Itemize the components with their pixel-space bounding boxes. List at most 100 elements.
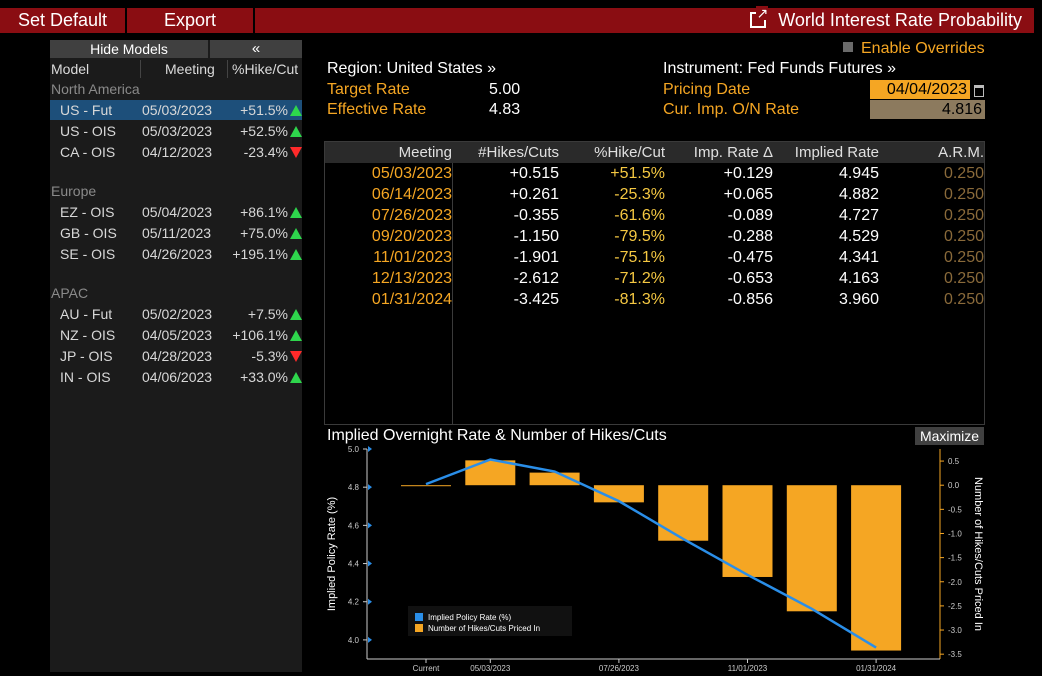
model-row[interactable]: IN - OIS 04/06/2023 +33.0% <box>50 367 302 387</box>
cell-imp-rate-delta: -0.089 <box>727 207 773 224</box>
model-pct: +52.5% <box>240 123 288 139</box>
maximize-button[interactable]: Maximize <box>915 427 984 445</box>
cell-implied-rate: 4.727 <box>838 207 879 224</box>
model-meeting: 05/03/2023 <box>142 102 213 118</box>
th-imp-rate-delta[interactable]: Imp. Rate Δ <box>693 144 773 161</box>
cell-imp-rate-delta: -0.653 <box>727 270 773 287</box>
enable-overrides-toggle[interactable]: Enable Overrides <box>843 40 985 58</box>
chart-y-tick-label: 4.4 <box>348 560 360 569</box>
rate-hikes-chart: 5.0 4.8 4.6 4.4 4.2 4.0 0.5 0.0 -0.5 -1.0 -1.5 -2.0… <box>318 446 994 676</box>
model-meeting: 05/02/2023 <box>142 306 213 322</box>
cell-meeting[interactable]: 07/26/2023 <box>371 207 452 224</box>
top-bar: Set Default Export World Interest Rate P… <box>0 0 1042 33</box>
chart-y-tick-label: 4.0 <box>348 636 360 645</box>
chart-bar <box>529 472 580 486</box>
table-row[interactable]: 11/01/2023 -1.901 -75.1% -0.475 4.341 0.250 <box>325 247 984 268</box>
model-pct: +51.5% <box>240 102 288 118</box>
cell-arm: 0.250 <box>943 291 984 308</box>
model-meeting: 04/06/2023 <box>142 369 213 385</box>
model-row[interactable]: US - OIS 05/03/2023 +52.5% <box>50 121 302 141</box>
model-row[interactable]: JP - OIS 04/28/2023 -5.3% <box>50 346 302 366</box>
model-row[interactable]: US - Fut 05/03/2023 +51.5% <box>50 100 302 120</box>
cell-implied-rate: 4.882 <box>838 186 879 203</box>
chart-bar <box>786 485 837 612</box>
chart-x-tick-label: 01/31/2024 <box>856 664 897 673</box>
table-row[interactable]: 09/20/2023 -1.150 -79.5% -0.288 4.529 0.250 <box>325 226 984 247</box>
triangle-up-icon <box>290 126 302 137</box>
chart-y-tick-label: 4.8 <box>348 483 360 492</box>
legend-label-line: Implied Policy Rate (%) <box>428 613 511 622</box>
calendar-icon[interactable] <box>971 80 985 99</box>
column-header-pct[interactable]: %Hike/Cut <box>232 61 299 77</box>
cell-implied-rate: 4.341 <box>838 249 879 266</box>
model-name: EZ - OIS <box>60 204 115 220</box>
cell-imp-rate-delta: -0.288 <box>727 228 773 245</box>
cell-meeting[interactable]: 01/31/2024 <box>371 291 452 308</box>
cell-meeting[interactable]: 12/13/2023 <box>371 270 452 287</box>
model-row[interactable]: EZ - OIS 05/04/2023 +86.1% <box>50 202 302 222</box>
table-row[interactable]: 07/26/2023 -0.355 -61.6% -0.089 4.727 0.250 <box>325 205 984 226</box>
model-meeting: 04/28/2023 <box>142 348 213 364</box>
chart-line <box>425 458 877 649</box>
chart-y2-tick-label: -3.0 <box>948 626 962 635</box>
cell-hikes-cuts: -1.901 <box>513 249 559 266</box>
chart-y-tick-label: 4.6 <box>348 521 360 530</box>
region-selector[interactable]: Region: United States » <box>327 60 496 77</box>
cell-hikes-cuts: -3.425 <box>513 291 559 308</box>
legend-label-bar: Number of Hikes/Cuts Priced In <box>428 624 540 633</box>
column-header-model[interactable]: Model <box>51 61 90 77</box>
table-row[interactable]: 01/31/2024 -3.425 -81.3% -0.856 3.960 0.250 <box>325 289 984 310</box>
triangle-up-icon <box>290 249 302 260</box>
chart-y-tick-marker <box>368 446 372 452</box>
model-pct: -23.4% <box>243 144 288 160</box>
model-name: IN - OIS <box>60 369 111 385</box>
set-default-button[interactable]: Set Default <box>0 8 125 33</box>
cell-hikes-cuts: +0.515 <box>509 165 559 182</box>
cell-implied-rate: 4.529 <box>838 228 879 245</box>
pricing-date-input[interactable] <box>870 80 970 99</box>
model-row[interactable]: NZ - OIS 04/05/2023 +106.1% <box>50 325 302 345</box>
instrument-selector[interactable]: Instrument: Fed Funds Futures » <box>663 60 896 77</box>
chart-bar <box>465 460 516 486</box>
th-implied-rate[interactable]: Implied Rate <box>794 144 879 161</box>
cell-implied-rate: 3.960 <box>838 291 879 308</box>
model-row[interactable]: CA - OIS 04/12/2023 -23.4% <box>50 142 302 162</box>
th-meeting[interactable]: Meeting <box>398 144 452 161</box>
chart-y-tick-marker <box>368 522 372 529</box>
chart-y2-tick-label: -0.5 <box>948 505 962 514</box>
chart-legend <box>408 606 572 636</box>
th-hikes-cuts[interactable]: #Hikes/Cuts <box>478 144 559 161</box>
model-row[interactable]: AU - Fut 05/02/2023 +7.5% <box>50 304 302 324</box>
export-button[interactable]: Export <box>127 8 253 33</box>
model-row[interactable]: SE - OIS 04/26/2023 +195.1% <box>50 244 302 264</box>
table-row[interactable]: 05/03/2023 +0.515 +51.5% +0.129 4.945 0.250 <box>325 163 984 184</box>
cell-meeting[interactable]: 06/14/2023 <box>371 186 452 203</box>
th-arm[interactable]: A.R.M. <box>938 144 984 161</box>
region-label: Europe <box>51 183 97 199</box>
table-row[interactable]: 12/13/2023 -2.612 -71.2% -0.653 4.163 0.250 <box>325 268 984 289</box>
checkbox-icon[interactable] <box>843 42 853 52</box>
column-header-meeting[interactable]: Meeting <box>165 61 215 77</box>
model-name: AU - Fut <box>60 306 113 322</box>
external-link-icon[interactable] <box>750 6 769 28</box>
cell-arm: 0.250 <box>943 165 984 182</box>
triangle-up-icon <box>290 372 302 383</box>
hide-models-button[interactable]: Hide Models <box>50 40 208 58</box>
chart-y-tick-label: 4.2 <box>348 598 360 607</box>
cell-meeting[interactable]: 09/20/2023 <box>371 228 452 245</box>
cell-meeting[interactable]: 11/01/2023 <box>373 249 452 266</box>
meeting-column <box>325 163 453 424</box>
table-header: Meeting #Hikes/Cuts %Hike/Cut Imp. Rate … <box>325 142 984 163</box>
cell-imp-rate-delta: -0.856 <box>727 291 773 308</box>
cell-pct: -61.6% <box>614 207 665 224</box>
table-row[interactable]: 06/14/2023 +0.261 -25.3% +0.065 4.882 0.250 <box>325 184 984 205</box>
window-title: World Interest Rate Probability <box>778 10 1022 30</box>
collapse-panel-button[interactable]: « <box>210 40 302 58</box>
chart-y2-tick-label: -3.5 <box>948 650 962 659</box>
cell-pct: +51.5% <box>610 165 665 182</box>
cell-meeting[interactable]: 05/03/2023 <box>371 165 452 182</box>
model-row[interactable]: GB - OIS 05/11/2023 +75.0% <box>50 223 302 243</box>
chart-y2-tick-label: 0.0 <box>948 481 960 490</box>
th-pct-hike-cut[interactable]: %Hike/Cut <box>594 144 665 161</box>
window-title-bar: World Interest Rate Probability <box>255 6 1034 33</box>
